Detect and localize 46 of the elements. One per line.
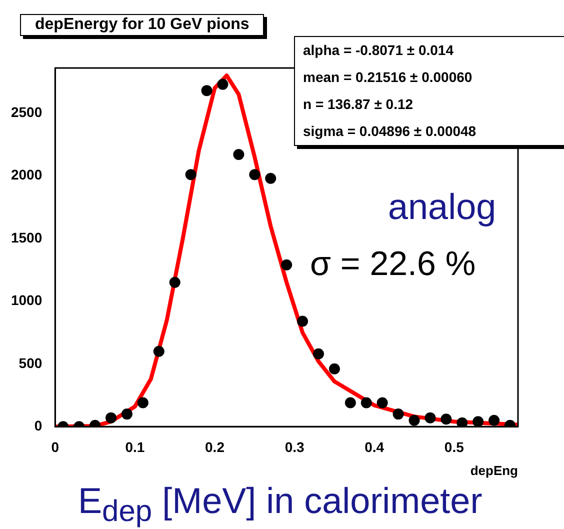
- point: [185, 169, 196, 180]
- point: [376, 397, 388, 408]
- annotation: n = 136.87 ± 0.12: [303, 95, 414, 114]
- text: E$_{dep}$ [MeV] in calorimeter: [78, 480, 482, 529]
- x-tick-label: 0: [51, 438, 60, 455]
- point: [249, 169, 260, 180]
- x-tick-label: 0.5: [444, 438, 464, 455]
- point: [121, 408, 132, 420]
- point: [312, 348, 324, 360]
- point: [297, 316, 308, 327]
- annotation: mean = 0.21516 ± 0.00060: [303, 68, 474, 87]
- point: [265, 172, 276, 184]
- y-tick-label: 1500: [10, 229, 42, 246]
- x-tick-label: 0.4: [364, 438, 384, 455]
- point: [233, 149, 244, 160]
- point: [106, 412, 117, 424]
- point: [440, 414, 452, 425]
- point: [472, 416, 484, 427]
- point: [456, 417, 468, 427]
- point: [424, 412, 436, 424]
- point: [201, 85, 212, 96]
- y-tick-label: 2000: [10, 166, 42, 183]
- annotation: σ = 22.6 %: [310, 245, 476, 284]
- x-tick-label: 0.3: [284, 438, 304, 455]
- point: [328, 363, 340, 374]
- point: [217, 78, 228, 90]
- point: [153, 346, 164, 357]
- point: [281, 259, 292, 270]
- point: [360, 397, 372, 408]
- point: [488, 414, 500, 426]
- point: [408, 414, 420, 426]
- stats-box: alpha = -0.8071 ± 0.014 mean = 0.21516 ± 0.00060 n = 136.87 ± 0.12 sigma = 0.04896 ± 0.00048: [294, 36, 564, 146]
- point: [169, 276, 180, 288]
- y-tick-label: 1000: [10, 292, 42, 308]
- x-tick-label: 0.2: [205, 438, 225, 455]
- x-tick-label: 0.1: [125, 438, 145, 455]
- x-axis-title: depEng: [470, 462, 518, 478]
- annotation: analog: [388, 186, 496, 228]
- y-tick-label: 2500: [10, 104, 42, 120]
- annotation: sigma = 0.04896 ± 0.00048: [303, 122, 478, 141]
- point: [137, 397, 148, 408]
- y-tick-label: 0: [34, 417, 42, 434]
- title-box: depEnergy for 10 GeV pions: [20, 14, 264, 36]
- point: [344, 397, 356, 408]
- point: [392, 408, 404, 420]
- y-tick-label: 500: [18, 354, 42, 371]
